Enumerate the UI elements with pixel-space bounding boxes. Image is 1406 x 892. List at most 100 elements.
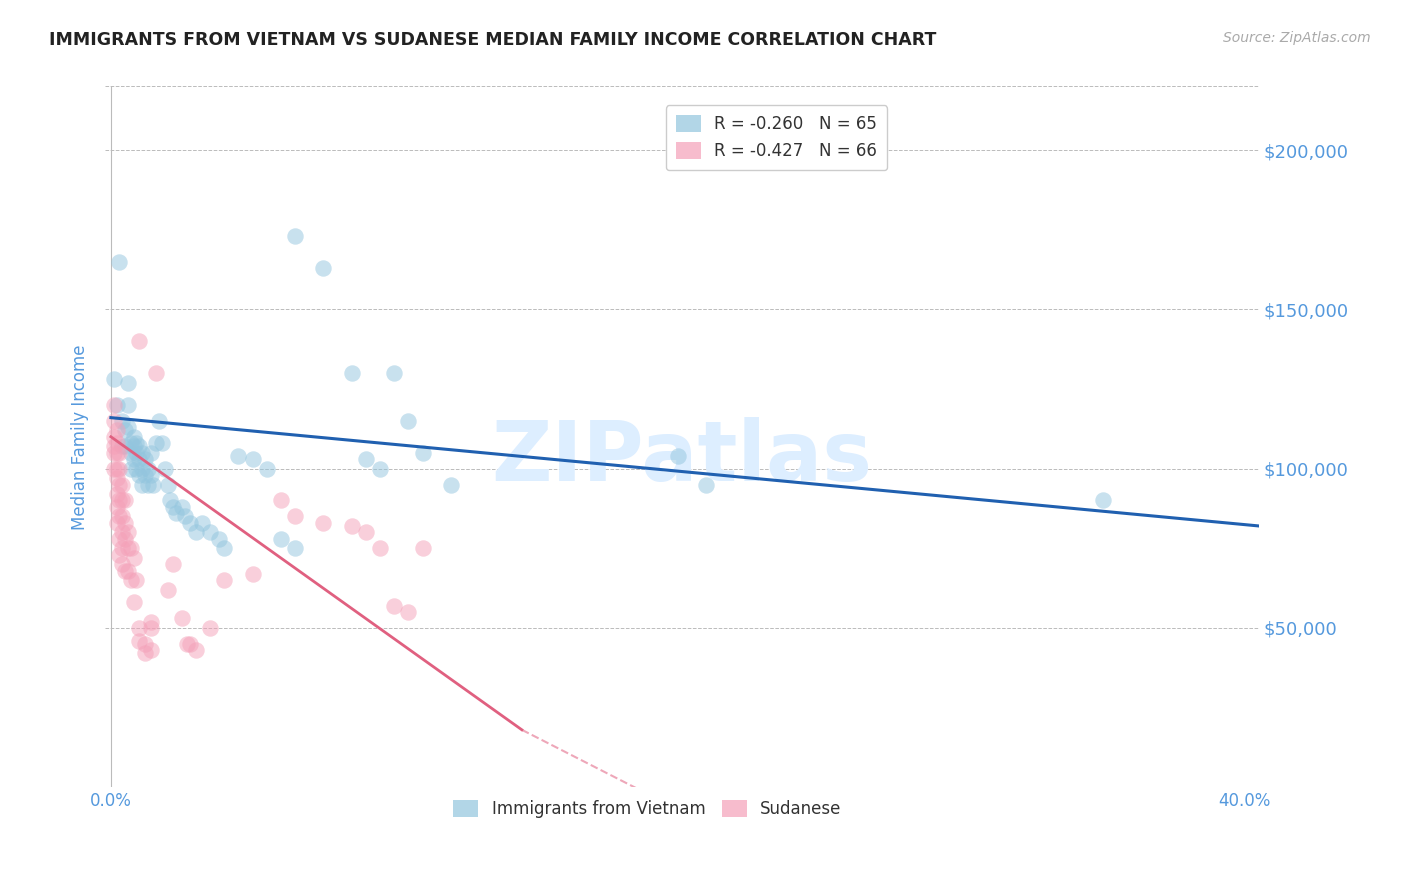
Point [103, 430, 125, 444]
Point [170, 500, 193, 514]
Point [122, 550, 145, 565]
Point [214, 573, 236, 587]
Point [125, 461, 148, 475]
Point [122, 430, 145, 444]
Point [120, 461, 142, 475]
Point [214, 541, 236, 556]
Point [103, 446, 125, 460]
Point [117, 564, 139, 578]
Point [125, 446, 148, 460]
Point [139, 446, 162, 460]
Point [156, 477, 179, 491]
Point [103, 461, 125, 475]
Point [184, 643, 207, 657]
Point [198, 621, 221, 635]
Point [128, 439, 150, 453]
Point [368, 461, 391, 475]
Point [125, 436, 148, 450]
Point [105, 446, 128, 460]
Point [108, 548, 131, 562]
Point [139, 621, 162, 635]
Point [179, 637, 201, 651]
Point [114, 564, 136, 578]
Point [111, 439, 134, 453]
Point [165, 506, 187, 520]
Point [150, 436, 173, 450]
Point [111, 493, 134, 508]
Point [105, 500, 128, 514]
Point [108, 461, 131, 475]
Point [111, 414, 134, 428]
Point [148, 414, 170, 428]
Point [117, 525, 139, 540]
Point [173, 509, 195, 524]
Point [120, 541, 142, 556]
Point [108, 493, 131, 508]
Point [128, 452, 150, 467]
Point [117, 398, 139, 412]
Point [242, 452, 264, 467]
Point [190, 516, 212, 530]
Point [117, 376, 139, 390]
Point [114, 424, 136, 438]
Point [159, 493, 181, 508]
Text: Source: ZipAtlas.com: Source: ZipAtlas.com [1223, 31, 1371, 45]
Point [228, 449, 250, 463]
Point [368, 541, 391, 556]
Point [122, 439, 145, 453]
Point [105, 461, 128, 475]
Point [382, 599, 405, 613]
Point [120, 573, 142, 587]
Point [162, 557, 184, 571]
Point [354, 525, 377, 540]
Point [156, 582, 179, 597]
Point [145, 436, 167, 450]
Point [103, 398, 125, 412]
Point [695, 477, 717, 491]
Point [145, 366, 167, 380]
Point [340, 519, 363, 533]
Point [412, 446, 434, 460]
Point [122, 452, 145, 467]
Point [666, 449, 689, 463]
Point [170, 611, 193, 625]
Point [134, 637, 156, 651]
Point [105, 398, 128, 412]
Point [122, 595, 145, 609]
Text: IMMIGRANTS FROM VIETNAM VS SUDANESE MEDIAN FAMILY INCOME CORRELATION CHART: IMMIGRANTS FROM VIETNAM VS SUDANESE MEDI… [49, 31, 936, 49]
Point [105, 516, 128, 530]
Point [120, 436, 142, 450]
Point [153, 461, 176, 475]
Point [103, 439, 125, 453]
Point [114, 493, 136, 508]
Point [105, 436, 128, 450]
Point [136, 477, 159, 491]
Point [117, 420, 139, 434]
Point [108, 254, 131, 268]
Point [412, 541, 434, 556]
Point [111, 557, 134, 571]
Point [128, 468, 150, 483]
Point [108, 532, 131, 546]
Point [398, 605, 420, 619]
Point [284, 229, 307, 244]
Y-axis label: Median Family Income: Median Family Income [72, 344, 89, 530]
Point [131, 461, 153, 475]
Point [142, 477, 165, 491]
Point [382, 366, 405, 380]
Point [312, 260, 335, 275]
Point [108, 477, 131, 491]
Point [111, 477, 134, 491]
Point [114, 439, 136, 453]
Point [134, 452, 156, 467]
Point [117, 541, 139, 556]
Point [440, 477, 463, 491]
Text: ZIPatlas: ZIPatlas [492, 417, 873, 499]
Point [111, 541, 134, 556]
Point [105, 471, 128, 485]
Point [131, 477, 153, 491]
Point [136, 461, 159, 475]
Point [398, 414, 420, 428]
Point [270, 493, 292, 508]
Point [139, 468, 162, 483]
